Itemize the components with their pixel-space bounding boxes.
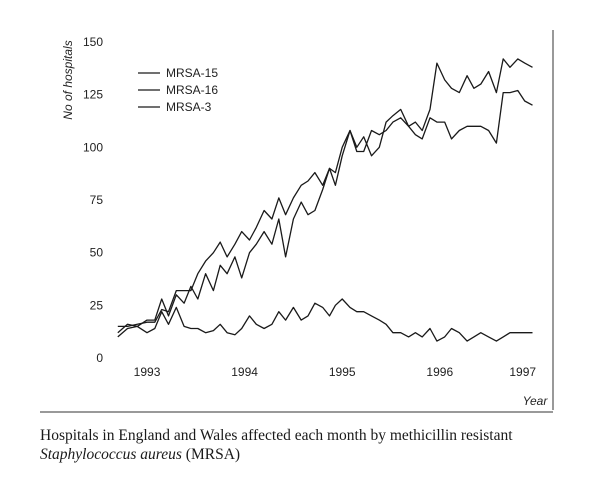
x-tick-label: 1993 xyxy=(134,365,161,379)
legend-label: MRSA-16 xyxy=(166,83,218,97)
x-axis-ticks: 1993 1994 1995 1996 1997 xyxy=(134,365,537,379)
caption-text: Hospitals in England and Wales affected … xyxy=(40,427,513,444)
caption-suffix: (MRSA) xyxy=(181,446,241,463)
y-tick-label: 50 xyxy=(90,246,104,260)
x-tick-label: 1995 xyxy=(329,365,356,379)
series-line-mrsa-3 xyxy=(117,298,533,342)
y-tick-label: 125 xyxy=(83,88,103,102)
figure-caption: Hospitals in England and Wales affected … xyxy=(40,426,580,464)
legend-label: MRSA-3 xyxy=(166,100,212,114)
x-axis-label: Year xyxy=(523,394,549,408)
legend: MRSA-15 MRSA-16 MRSA-3 xyxy=(138,66,218,114)
x-tick-label: 1996 xyxy=(426,365,453,379)
legend-label: MRSA-15 xyxy=(166,66,218,80)
y-axis-label: No of hospitals xyxy=(61,40,75,119)
x-tick-label: 1997 xyxy=(509,365,536,379)
y-axis-ticks: 0 25 50 75 100 125 150 xyxy=(83,35,103,365)
y-tick-label: 25 xyxy=(90,298,104,312)
caption-species: Staphylococcus aureus xyxy=(40,446,182,463)
series-lines xyxy=(117,58,533,342)
x-tick-label: 1994 xyxy=(231,365,258,379)
y-tick-label: 75 xyxy=(90,193,104,207)
y-tick-label: 150 xyxy=(83,35,103,49)
y-tick-label: 100 xyxy=(83,140,103,154)
y-tick-label: 0 xyxy=(96,351,103,365)
series-line-mrsa-16 xyxy=(117,89,533,328)
